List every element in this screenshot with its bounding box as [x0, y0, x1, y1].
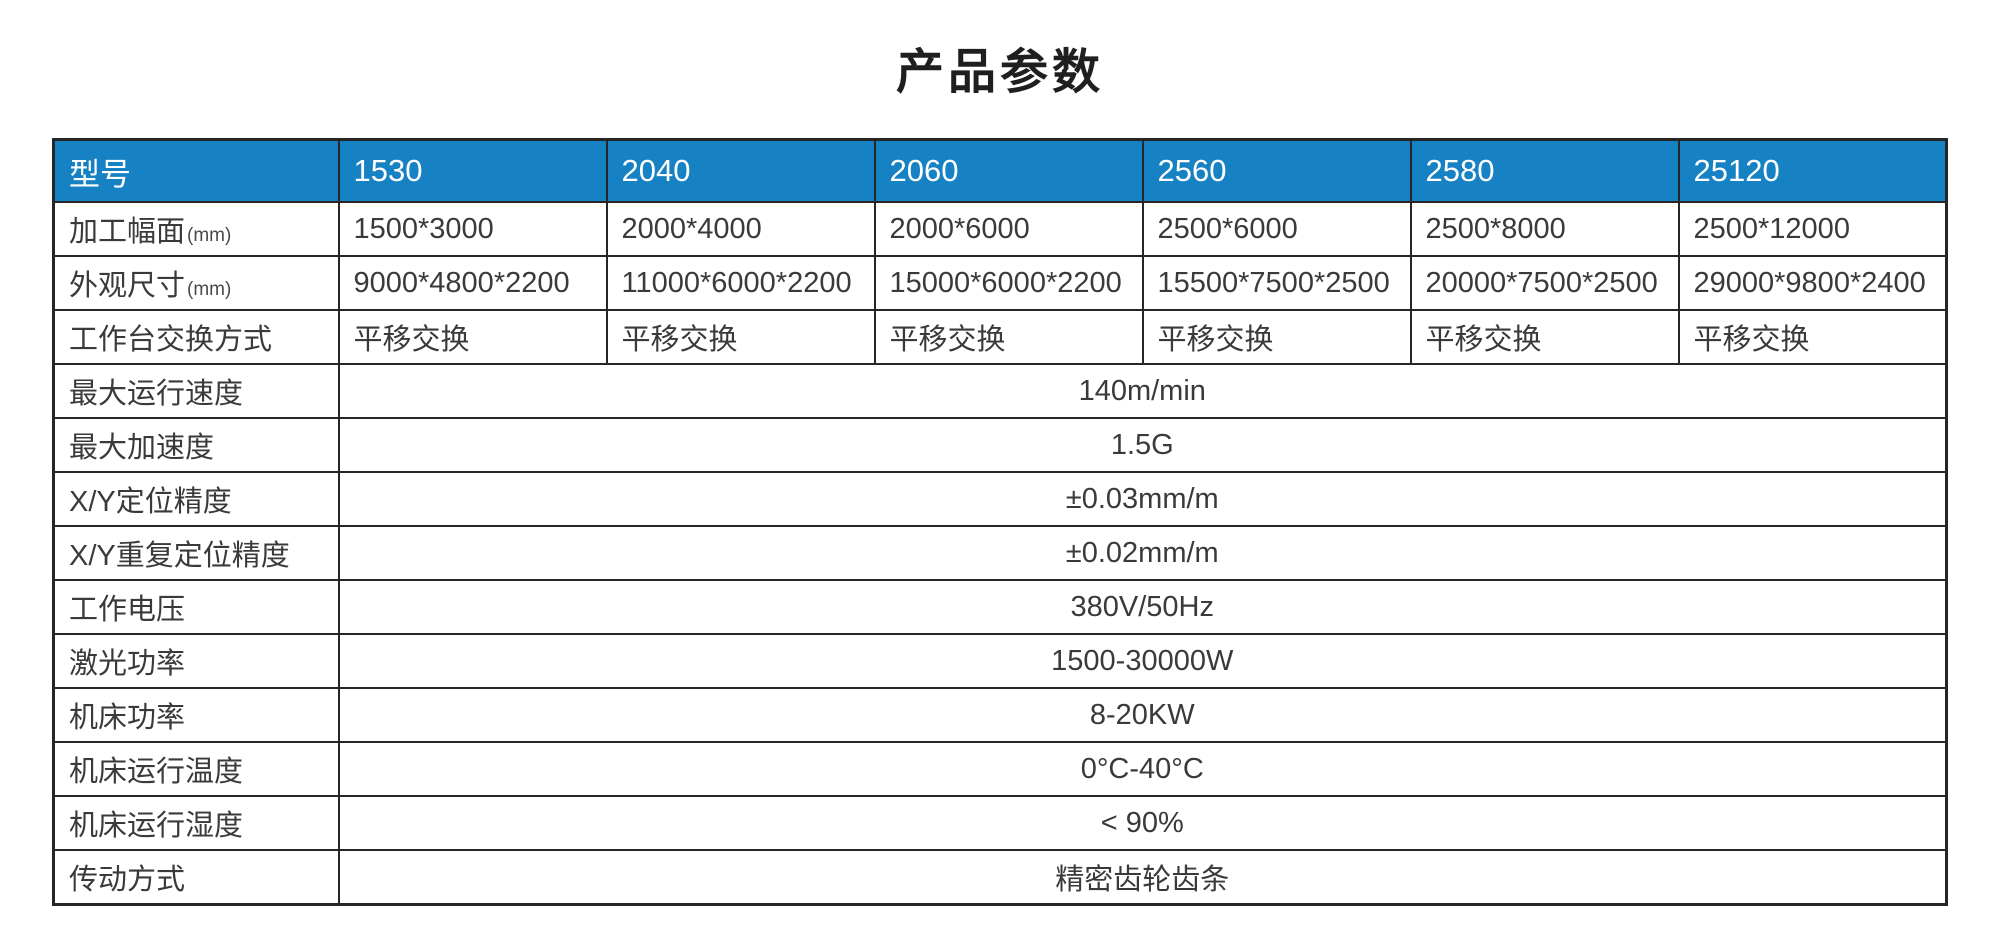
- cell-dimensions-2060: 15000*6000*2200: [873, 255, 1144, 311]
- row-label-operating-humidity: 机床运行湿度: [52, 795, 340, 851]
- row-label-max-speed: 最大运行速度: [52, 363, 340, 419]
- header-model-2040: 2040: [605, 138, 876, 203]
- row-label-unit: (mm): [187, 279, 232, 300]
- header-model-2060: 2060: [873, 138, 1144, 203]
- table-row-working-voltage: 工作电压 380V/50Hz: [52, 579, 1948, 635]
- table-header-row: 型号 1530 2040 2060 2560 2580 25120: [52, 138, 1948, 203]
- cell-working-voltage: 380V/50Hz: [337, 579, 1948, 635]
- cell-max-speed: 140m/min: [337, 363, 1948, 419]
- row-label-transmission: 传动方式: [52, 849, 340, 906]
- cell-table-exchange-2560: 平移交换: [1141, 309, 1412, 365]
- table-row-dimensions: 外观尺寸 (mm) 9000*4800*2200 11000*6000*2200 …: [52, 255, 1948, 311]
- table-row-max-speed: 最大运行速度 140m/min: [52, 363, 1948, 419]
- row-label-working-voltage: 工作电压: [52, 579, 340, 635]
- cell-transmission: 精密齿轮齿条: [337, 849, 1948, 906]
- page-title: 产品参数: [895, 46, 1104, 99]
- header-model-2580: 2580: [1409, 138, 1680, 203]
- row-label-text: 加工幅面: [69, 216, 186, 248]
- cell-working-area-1530: 1500*3000: [337, 201, 608, 257]
- cell-dimensions-25120: 29000*9800*2400: [1677, 255, 1948, 311]
- row-label-text: 工作台交换方式: [69, 324, 273, 356]
- cell-positioning-accuracy: ±0.03mm/m: [337, 471, 1948, 527]
- cell-working-area-2040: 2000*4000: [605, 201, 876, 257]
- cell-table-exchange-2060: 平移交换: [873, 309, 1144, 365]
- table-row-operating-humidity: 机床运行湿度 < 90%: [52, 795, 1948, 851]
- row-label-operating-temperature: 机床运行温度: [52, 741, 340, 797]
- cell-dimensions-2040: 11000*6000*2200: [605, 255, 876, 311]
- row-label-machine-power: 机床功率: [52, 687, 340, 743]
- row-label-dimensions: 外观尺寸 (mm): [52, 255, 340, 311]
- cell-dimensions-2560: 15500*7500*2500: [1141, 255, 1412, 311]
- cell-laser-power: 1500-30000W: [337, 633, 1948, 689]
- cell-working-area-2580: 2500*8000: [1409, 201, 1680, 257]
- cell-working-area-25120: 2500*12000: [1677, 201, 1948, 257]
- cell-table-exchange-25120: 平移交换: [1677, 309, 1948, 365]
- row-label-positioning-accuracy: X/Y定位精度: [52, 471, 340, 527]
- header-model-2560: 2560: [1141, 138, 1412, 203]
- table-row-laser-power: 激光功率 1500-30000W: [52, 633, 1948, 689]
- row-label-working-area: 加工幅面 (mm): [52, 201, 340, 257]
- cell-working-area-2560: 2500*6000: [1141, 201, 1412, 257]
- cell-repeat-accuracy: ±0.02mm/m: [337, 525, 1948, 581]
- cell-working-area-2060: 2000*6000: [873, 201, 1144, 257]
- cell-table-exchange-1530: 平移交换: [337, 309, 608, 365]
- header-model-label: 型号: [52, 138, 340, 203]
- cell-table-exchange-2040: 平移交换: [605, 309, 876, 365]
- cell-table-exchange-2580: 平移交换: [1409, 309, 1680, 365]
- cell-machine-power: 8-20KW: [337, 687, 1948, 743]
- table-row-table-exchange: 工作台交换方式 平移交换 平移交换 平移交换 平移交换 平移交换 平移交换: [52, 309, 1948, 365]
- row-label-text: 外观尺寸: [69, 270, 186, 302]
- table-row-positioning-accuracy: X/Y定位精度 ±0.03mm/m: [52, 471, 1948, 527]
- row-label-unit: (mm): [187, 225, 232, 246]
- header-model-25120: 25120: [1677, 138, 1948, 203]
- cell-dimensions-1530: 9000*4800*2200: [337, 255, 608, 311]
- table-row-max-acceleration: 最大加速度 1.5G: [52, 417, 1948, 473]
- table-row-repeat-accuracy: X/Y重复定位精度 ±0.02mm/m: [52, 525, 1948, 581]
- product-spec-table: 型号 1530 2040 2060 2560 2580 25120 加工幅面 (m…: [52, 138, 1948, 906]
- row-label-laser-power: 激光功率: [52, 633, 340, 689]
- table-row-transmission: 传动方式 精密齿轮齿条: [52, 849, 1948, 906]
- row-label-table-exchange: 工作台交换方式: [52, 309, 340, 365]
- table-row-operating-temperature: 机床运行温度 0°C-40°C: [52, 741, 1948, 797]
- table-row-working-area: 加工幅面 (mm) 1500*3000 2000*4000 2000*6000 2…: [52, 201, 1948, 257]
- cell-operating-humidity: < 90%: [337, 795, 1948, 851]
- table-row-machine-power: 机床功率 8-20KW: [52, 687, 1948, 743]
- row-label-max-acceleration: 最大加速度: [52, 417, 340, 473]
- cell-dimensions-2580: 20000*7500*2500: [1409, 255, 1680, 311]
- cell-operating-temperature: 0°C-40°C: [337, 741, 1948, 797]
- cell-max-acceleration: 1.5G: [337, 417, 1948, 473]
- row-label-repeat-accuracy: X/Y重复定位精度: [52, 525, 340, 581]
- header-model-1530: 1530: [337, 138, 608, 203]
